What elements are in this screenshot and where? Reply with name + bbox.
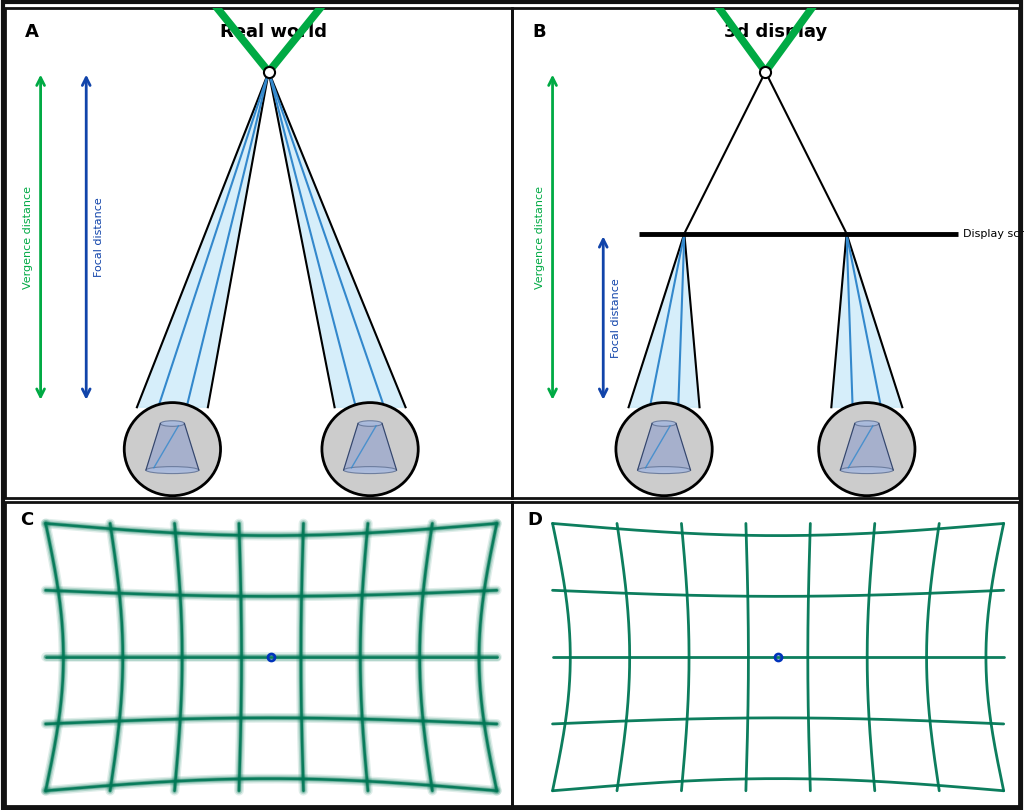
Text: Real world: Real world	[220, 23, 328, 40]
Circle shape	[124, 403, 220, 496]
Text: Vergence distance: Vergence distance	[23, 185, 33, 288]
Text: Display screen: Display screen	[964, 228, 1024, 238]
Text: Focal distance: Focal distance	[94, 198, 103, 277]
Ellipse shape	[344, 467, 396, 474]
Polygon shape	[268, 72, 406, 407]
Text: Focal distance: Focal distance	[611, 278, 621, 358]
Polygon shape	[145, 424, 199, 470]
Polygon shape	[831, 233, 902, 407]
Ellipse shape	[358, 420, 382, 426]
Text: B: B	[532, 23, 546, 40]
Circle shape	[322, 403, 418, 496]
Text: A: A	[26, 23, 39, 40]
Circle shape	[818, 403, 915, 496]
Polygon shape	[629, 233, 699, 407]
Polygon shape	[137, 72, 268, 407]
Ellipse shape	[841, 467, 893, 474]
Text: Vergence distance: Vergence distance	[535, 185, 545, 288]
Polygon shape	[638, 424, 690, 470]
Polygon shape	[841, 424, 893, 470]
Circle shape	[615, 403, 713, 496]
Ellipse shape	[652, 420, 676, 426]
Text: 3d display: 3d display	[724, 23, 827, 40]
Ellipse shape	[145, 467, 199, 474]
Text: C: C	[20, 511, 34, 529]
Ellipse shape	[161, 420, 184, 426]
Ellipse shape	[855, 420, 879, 426]
Ellipse shape	[638, 467, 690, 474]
Text: D: D	[527, 511, 542, 529]
Polygon shape	[344, 424, 396, 470]
